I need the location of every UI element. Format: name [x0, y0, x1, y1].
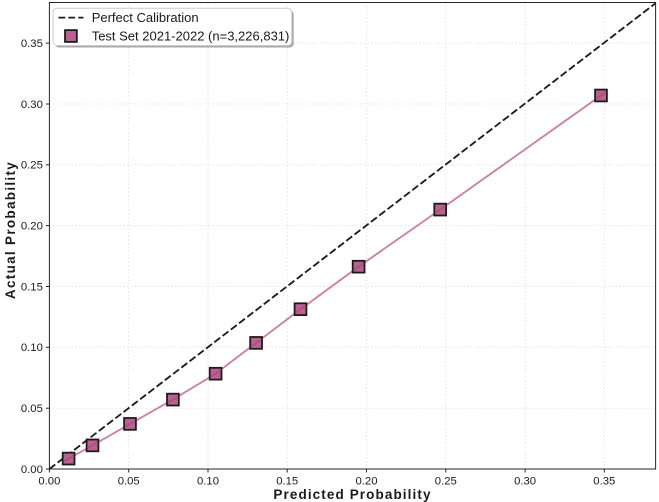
svg-text:0.30: 0.30 — [514, 475, 536, 487]
svg-text:0.15: 0.15 — [21, 281, 43, 293]
svg-text:Perfect Calibration: Perfect Calibration — [92, 10, 199, 25]
svg-text:0.35: 0.35 — [593, 475, 615, 487]
svg-text:Predicted Probability: Predicted Probability — [273, 487, 431, 502]
svg-text:0.05: 0.05 — [21, 403, 43, 415]
svg-text:0.10: 0.10 — [21, 342, 43, 354]
svg-text:0.25: 0.25 — [435, 475, 457, 487]
svg-text:0.15: 0.15 — [276, 475, 298, 487]
svg-text:0.35: 0.35 — [21, 38, 43, 50]
svg-text:0.00: 0.00 — [38, 475, 60, 487]
svg-text:0.25: 0.25 — [21, 160, 43, 172]
svg-text:0.20: 0.20 — [21, 220, 43, 232]
svg-text:Test Set 2021-2022 (n=3,226,83: Test Set 2021-2022 (n=3,226,831) — [92, 29, 290, 44]
svg-text:0.05: 0.05 — [118, 475, 140, 487]
svg-text:0.30: 0.30 — [21, 99, 43, 111]
svg-text:0.20: 0.20 — [356, 475, 378, 487]
svg-text:0.00: 0.00 — [21, 464, 43, 476]
svg-text:0.10: 0.10 — [197, 475, 219, 487]
svg-text:Actual Probability: Actual Probability — [3, 161, 18, 299]
